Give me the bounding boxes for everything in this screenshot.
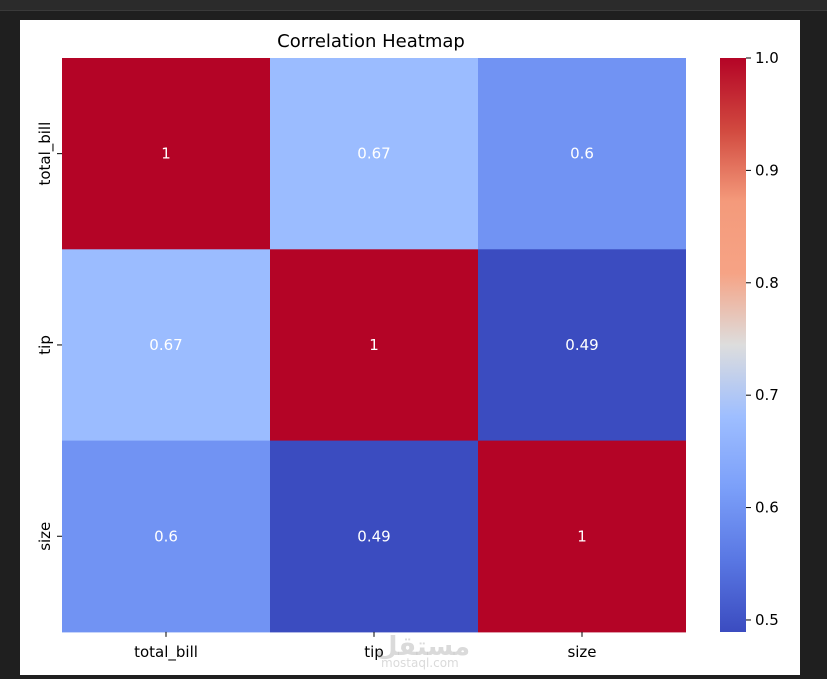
cell-annotation: 0.49 bbox=[565, 336, 598, 354]
cell-annotation: 0.6 bbox=[570, 145, 594, 163]
colorbar-tick-label: 0.8 bbox=[755, 274, 779, 292]
figure-panel: Correlation Heatmap 1 0.67 0.6 0.67 1 0.49 0.6… bbox=[20, 20, 800, 675]
colorbar-tick-label: 1.0 bbox=[755, 49, 779, 67]
chart-title: Correlation Heatmap bbox=[277, 31, 465, 52]
cell-annotation: 0.67 bbox=[357, 145, 390, 163]
colorbar-tick-label: 0.9 bbox=[755, 161, 779, 179]
heatmap-cell-size-tip bbox=[270, 440, 478, 633]
x-tick-label: total_bill bbox=[134, 643, 198, 662]
heatmap-cell-size-total_bill bbox=[62, 440, 270, 633]
cell-annotation: 0.67 bbox=[149, 336, 182, 354]
heatmap-cell-size-size bbox=[478, 440, 686, 633]
cell-annotation: 1 bbox=[577, 527, 587, 545]
colorbar-tick-label: 0.6 bbox=[755, 499, 779, 517]
heatmap-cell-total_bill-tip bbox=[270, 58, 478, 250]
heatmap-cell-tip-total_bill bbox=[62, 249, 270, 442]
cell-annotation: 0.49 bbox=[357, 527, 390, 545]
x-axis: total_bill tip size bbox=[134, 631, 597, 662]
colorbar-tick-label: 0.5 bbox=[755, 611, 779, 629]
heatmap-chart: Correlation Heatmap 1 0.67 0.6 0.67 1 0.49 0.6… bbox=[36, 31, 779, 662]
cell-annotation: 1 bbox=[369, 336, 379, 354]
heatmap-cell-total_bill-total_bill bbox=[62, 58, 270, 250]
window-top-bar bbox=[0, 0, 827, 11]
colorbar bbox=[720, 58, 746, 632]
colorbar-tick-label: 0.7 bbox=[755, 386, 779, 404]
y-tick-label: total_bill bbox=[36, 122, 55, 186]
heatmap-cells bbox=[62, 58, 686, 633]
cell-annotation: 1 bbox=[161, 145, 171, 163]
y-tick-label: tip bbox=[36, 335, 54, 355]
x-tick-label: tip bbox=[364, 643, 384, 661]
heatmap-cell-tip-size bbox=[478, 249, 686, 442]
x-tick-label: size bbox=[567, 643, 596, 661]
cell-annotation: 0.6 bbox=[154, 527, 178, 545]
heatmap-cell-total_bill-size bbox=[478, 58, 686, 250]
heatmap-annotations: 1 0.67 0.6 0.67 1 0.49 0.6 0.49 1 bbox=[149, 145, 598, 546]
heatmap-cell-tip-tip bbox=[270, 249, 478, 442]
colorbar-ticks: 0.5 0.6 0.7 0.8 0.9 1.0 bbox=[746, 49, 779, 629]
y-tick-label: size bbox=[36, 522, 54, 551]
